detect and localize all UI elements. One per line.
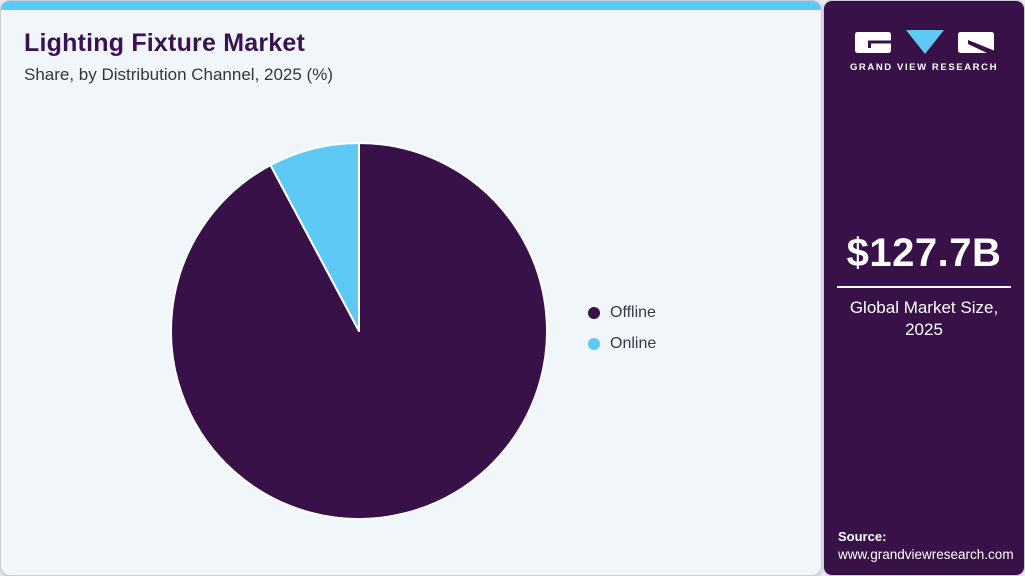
logo-r-glyph bbox=[967, 40, 994, 53]
gvr-logo-icon bbox=[854, 30, 994, 54]
market-size-block: $127.7B Global Market Size, 2025 bbox=[824, 231, 1024, 342]
market-size-value: $127.7B bbox=[846, 231, 1002, 275]
online-legend-dot-icon bbox=[588, 338, 600, 350]
market-size-caption: Global Market Size, 2025 bbox=[849, 298, 999, 340]
chart-card: Lighting Fixture Market Share, by Distri… bbox=[0, 0, 822, 576]
legend: Offline Online bbox=[588, 304, 656, 353]
offline-legend-dot-icon bbox=[588, 307, 600, 319]
brand-name: GRAND VIEW RESEARCH bbox=[849, 62, 999, 73]
legend-item-offline: Offline bbox=[588, 304, 656, 322]
logo-v-triangle bbox=[905, 30, 944, 54]
source-block: Source: www.grandviewresearch.com bbox=[838, 529, 1014, 562]
pie-chart-container bbox=[161, 133, 557, 529]
pie-chart bbox=[170, 142, 549, 520]
source-label: Source: bbox=[838, 529, 887, 544]
legend-label-online: Online bbox=[610, 335, 657, 352]
brand-panel: GRAND VIEW RESEARCH $127.7B Global Marke… bbox=[823, 0, 1025, 576]
source-url: www.grandviewresearch.com bbox=[838, 547, 1014, 562]
legend-label-offline: Offline bbox=[610, 304, 656, 321]
logo-g-glyph bbox=[867, 40, 891, 48]
top-accent-bar bbox=[1, 1, 821, 10]
page-subtitle: Share, by Distribution Channel, 2025 (%) bbox=[24, 65, 333, 84]
legend-item-online: Online bbox=[588, 335, 656, 353]
pie-slice-online bbox=[269, 142, 360, 332]
chart-header: Lighting Fixture Market Share, by Distri… bbox=[1, 10, 821, 85]
market-size-divider bbox=[837, 286, 1011, 288]
page-title: Lighting Fixture Market bbox=[24, 29, 306, 57]
